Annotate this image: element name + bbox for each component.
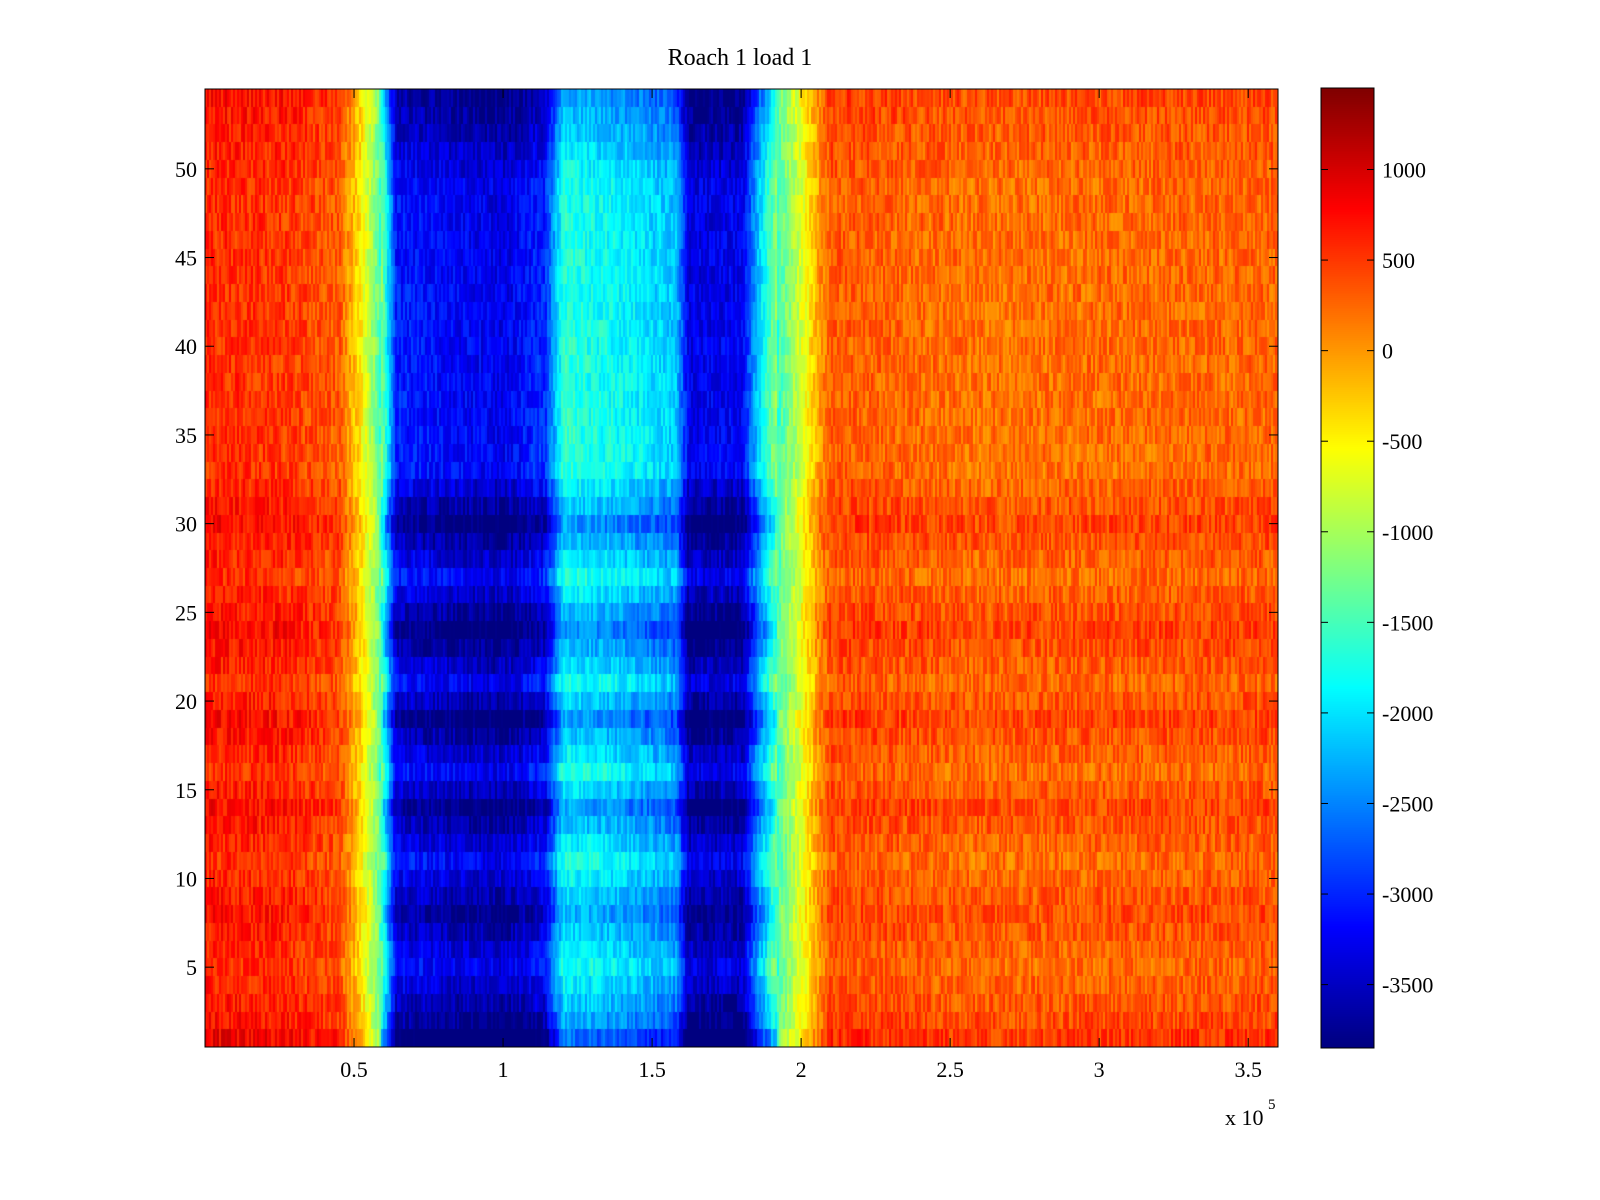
heatmap-image — [205, 89, 1278, 1047]
x-tick-label: 1 — [498, 1057, 509, 1082]
plot-frame — [204, 88, 1279, 1048]
x-tick-label: 2.5 — [936, 1057, 964, 1082]
colorbar-tick-label: -1000 — [1382, 520, 1433, 545]
x-axis-exponent-label: x 10 — [1225, 1105, 1264, 1130]
colorbar-tick-label: -2500 — [1382, 791, 1433, 816]
x-tick-label: 1.5 — [638, 1057, 666, 1082]
colorbar-frame — [1320, 87, 1375, 1049]
colorbar-tick-label: -1500 — [1382, 610, 1433, 635]
x-tick-label: 3.5 — [1234, 1057, 1262, 1082]
y-tick-label: 20 — [175, 689, 197, 714]
colorbar: 1000 500 0 -500 -1000 -1500 -2000 -2500 -3000 -35… — [1320, 87, 1433, 1049]
x-tick-label: 2 — [796, 1057, 807, 1082]
y-tick-label: 50 — [175, 157, 197, 182]
x-tick-label: 0.5 — [340, 1057, 368, 1082]
colorbar-gradient — [1321, 88, 1374, 1048]
y-tick-label: 10 — [175, 866, 197, 891]
x-tick-label: 3 — [1094, 1057, 1105, 1082]
y-tick-label: 45 — [175, 246, 197, 271]
colorbar-tick-label: 0 — [1382, 339, 1393, 364]
colorbar-tick-label: -3500 — [1382, 973, 1433, 998]
y-tick-label: 30 — [175, 512, 197, 537]
y-tick-label: 15 — [175, 778, 197, 803]
colorbar-tick-label: 1000 — [1382, 158, 1426, 183]
y-tick-label: 35 — [175, 423, 197, 448]
colorbar-tick-label: -500 — [1382, 429, 1422, 454]
x-axis-ticks: 0.5 1 1.5 2 2.5 3 3.5 — [340, 89, 1262, 1082]
plot-area: 0.5 1 1.5 2 2.5 3 3.5 5 10 15 20 25 30 35 40 45 50 x 10… — [175, 88, 1279, 1130]
x-axis-exponent: 5 — [1268, 1097, 1276, 1113]
chart-title: Roach 1 load 1 — [668, 45, 813, 71]
y-tick-label: 40 — [175, 334, 197, 359]
y-tick-label: 5 — [186, 955, 197, 980]
colorbar-tick-label: -2000 — [1382, 701, 1433, 726]
colorbar-tick-label: 500 — [1382, 248, 1415, 273]
y-tick-label: 25 — [175, 600, 197, 625]
colorbar-ticks: 1000 500 0 -500 -1000 -1500 -2000 -2500 -3000 -35… — [1321, 158, 1433, 998]
y-axis-ticks: 5 10 15 20 25 30 35 40 45 50 — [175, 157, 1278, 980]
colorbar-tick-label: -3000 — [1382, 882, 1433, 907]
